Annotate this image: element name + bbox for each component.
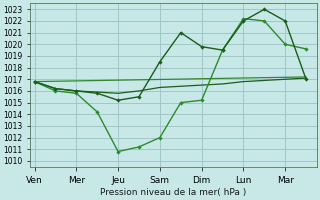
X-axis label: Pression niveau de la mer( hPa ): Pression niveau de la mer( hPa ) xyxy=(100,188,247,197)
